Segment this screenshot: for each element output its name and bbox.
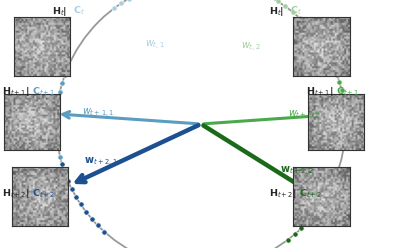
- Text: $w_{t+1,2}$: $w_{t+1,2}$: [287, 108, 320, 122]
- Text: $\mathbf{C}_t$: $\mathbf{C}_t$: [290, 5, 301, 17]
- Text: $\mathbf{H}_t$|: $\mathbf{H}_t$|: [269, 5, 284, 18]
- Text: $\mathbf{C}_{t+2}$: $\mathbf{C}_{t+2}$: [299, 187, 322, 200]
- Text: $\mathbf{H}_t$|: $\mathbf{H}_t$|: [52, 5, 67, 18]
- Text: $\mathbf{C}_{t+1}$: $\mathbf{C}_{t+1}$: [32, 86, 55, 98]
- Text: $w_{t+1,1}$: $w_{t+1,1}$: [81, 107, 114, 120]
- Text: $\mathbf{C}_{t+1}$: $\mathbf{C}_{t+1}$: [336, 86, 359, 98]
- Text: $\mathbf{H}_{t+1}$|: $\mathbf{H}_{t+1}$|: [306, 85, 333, 98]
- Text: $\mathbf{C}_{t+2}$: $\mathbf{C}_{t+2}$: [32, 187, 55, 200]
- Text: $\mathbf{C}_t$: $\mathbf{C}_t$: [73, 5, 85, 17]
- Text: $\mathbf{w}_{t+2,1}$: $\mathbf{w}_{t+2,1}$: [84, 156, 117, 169]
- Text: $\mathbf{H}_{t+1}$|: $\mathbf{H}_{t+1}$|: [2, 85, 30, 98]
- Text: $\mathbf{w}_{t+2,2}$: $\mathbf{w}_{t+2,2}$: [279, 165, 313, 178]
- Text: $w_{t,2}$: $w_{t,2}$: [240, 41, 260, 54]
- Text: $\mathbf{H}_{t+2}$|: $\mathbf{H}_{t+2}$|: [269, 187, 296, 200]
- Text: $w_{t,1}$: $w_{t,1}$: [145, 39, 165, 52]
- Text: $\mathbf{H}_{t+2}$|: $\mathbf{H}_{t+2}$|: [2, 187, 30, 200]
